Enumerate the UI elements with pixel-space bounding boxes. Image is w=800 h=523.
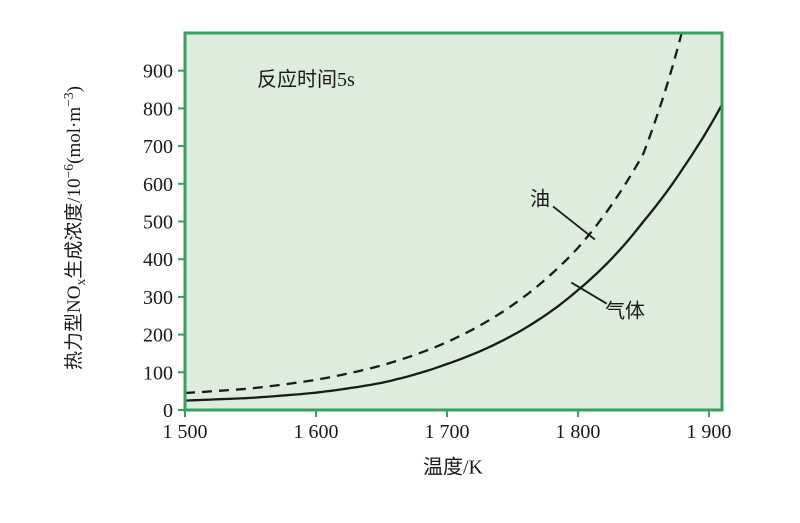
- y-axis-title-superscript: −3: [60, 92, 76, 107]
- y-axis-title-superscript: −6: [60, 163, 76, 179]
- curve-gas: [185, 104, 722, 402]
- y-tick-label: 0: [163, 400, 173, 422]
- leader-line: [570, 281, 608, 305]
- y-tick-label: 600: [143, 174, 173, 196]
- plot-area: [185, 33, 722, 410]
- y-tick-label: 500: [143, 212, 173, 234]
- curve-oil: [185, 33, 683, 395]
- y-axis-title-text: 热力型NO: [64, 285, 86, 370]
- y-tick-label: 300: [143, 287, 173, 309]
- y-tick-label: 200: [143, 325, 173, 347]
- x-tick-label: 1 500: [163, 421, 208, 443]
- y-axis-title: 热力型NOx生成浓度/10−6(mol·m−3): [59, 86, 89, 370]
- x-axis-title: 温度/K: [423, 456, 483, 479]
- y-tick-label: 100: [143, 362, 173, 384]
- x-tick-label: 1 700: [424, 421, 469, 443]
- x-tick-label: 1 600: [293, 421, 338, 443]
- x-tick-label: 1 800: [555, 421, 600, 443]
- y-axis-title-text: 生成浓度/10: [64, 178, 86, 279]
- x-tick-label: 1 900: [686, 421, 731, 443]
- series-label-oil: 油: [529, 188, 550, 211]
- annotation-reaction-time: 反应时间5s: [257, 69, 355, 91]
- y-tick-label: 800: [143, 98, 173, 120]
- series-label-gas: 气体: [605, 300, 646, 323]
- y-axis-title-text: (mol·m: [64, 106, 86, 164]
- y-tick-label: 400: [143, 249, 173, 271]
- y-axis-title-text: ): [64, 86, 86, 93]
- y-tick-label: 700: [143, 136, 173, 158]
- y-tick-label: 900: [143, 61, 173, 83]
- plot-border: [183, 31, 724, 412]
- y-axis-title-subscript: x: [72, 278, 88, 286]
- leader-line: [552, 205, 596, 241]
